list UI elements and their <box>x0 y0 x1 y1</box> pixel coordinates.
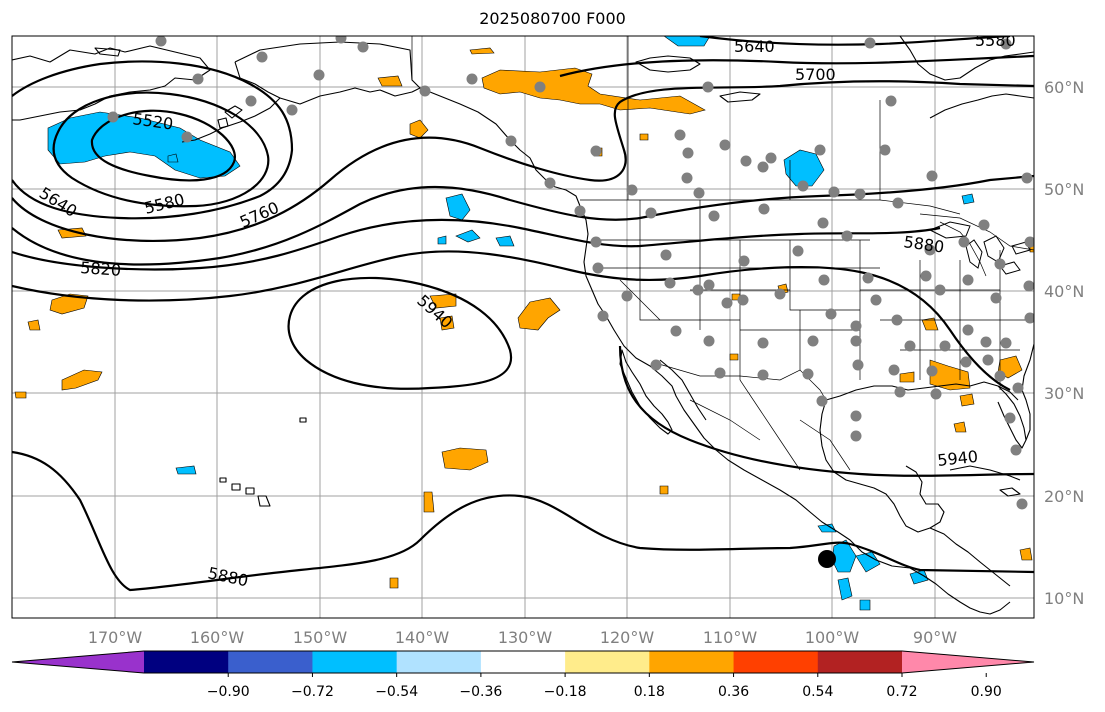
colorbar-tick-label: −0.72 <box>291 684 334 700</box>
latitude-labels: 60°N 50°N 40°N 30°N 20°N 10°N <box>1044 78 1084 608</box>
lon-label: 170°W <box>88 628 143 647</box>
location-marker <box>818 550 836 568</box>
lat-label: 30°N <box>1044 384 1084 403</box>
lon-label: 160°W <box>190 628 245 647</box>
colorbar-segment <box>228 651 313 673</box>
lon-label: 130°W <box>498 628 553 647</box>
height-contours <box>12 36 1034 592</box>
colorbar-segment <box>312 651 398 673</box>
colorbar-extend-max <box>902 651 1034 673</box>
contour-label: 5640 <box>734 37 775 56</box>
lon-label: 140°W <box>395 628 450 647</box>
contour-label: 5820 <box>80 258 122 280</box>
lat-label: 10°N <box>1044 589 1084 608</box>
colorbar-segment <box>565 651 650 673</box>
colorbar-segment <box>396 651 482 673</box>
lat-label: 50°N <box>1044 180 1084 199</box>
great-lakes <box>928 221 1031 275</box>
colorbar-tick-label: −0.90 <box>207 684 250 700</box>
colorbar-segment <box>144 651 229 673</box>
colorbar-segment <box>480 651 566 673</box>
map-border <box>11 35 1035 619</box>
colorbar-ticks: −0.90 −0.72 −0.54 −0.36 −0.18 0.18 0.36 0.54 0.7… <box>207 673 1002 700</box>
contour-label: 5700 <box>795 65 836 84</box>
longitude-labels: 170°W 160°W 150°W 140°W 130°W 120°W 110°… <box>88 628 957 647</box>
colorbar-tick-label: 0.54 <box>802 684 833 700</box>
negative-anomaly-areas <box>47 36 975 611</box>
lon-label: 120°W <box>600 628 655 647</box>
colorbar-tick-label: −0.36 <box>459 684 502 700</box>
colorbar-tick-label: 0.36 <box>718 684 749 700</box>
colorbar-tick-label: 0.90 <box>971 684 1002 700</box>
colorbar-tick-label: 0.72 <box>886 684 917 700</box>
lon-label: 100°W <box>805 628 860 647</box>
map-title: 2025080700 F000 <box>479 9 626 28</box>
lat-label: 20°N <box>1044 487 1084 506</box>
lat-label: 40°N <box>1044 282 1084 301</box>
colorbar-extend-min <box>12 651 144 673</box>
colorbar-tick-label: −0.18 <box>544 684 587 700</box>
station-markers <box>107 36 1034 510</box>
lat-label: 60°N <box>1044 78 1084 97</box>
colorbar <box>11 650 1035 674</box>
colorbar-segment <box>733 651 819 673</box>
colorbar-outline <box>11 650 1035 674</box>
colorbar-segment <box>817 651 903 673</box>
contour-label: 5940 <box>936 447 978 470</box>
coastlines-borders <box>12 36 1034 615</box>
lon-label: 90°W <box>913 628 957 647</box>
positive-anomaly-areas <box>14 47 1034 589</box>
colorbar-tick-label: 0.18 <box>634 684 665 700</box>
lon-label: 150°W <box>293 628 348 647</box>
contour-label: 5580 <box>975 31 1016 50</box>
colorbar-segment <box>649 651 735 673</box>
lon-label: 110°W <box>703 628 758 647</box>
colorbar-tick-label: −0.54 <box>375 684 418 700</box>
